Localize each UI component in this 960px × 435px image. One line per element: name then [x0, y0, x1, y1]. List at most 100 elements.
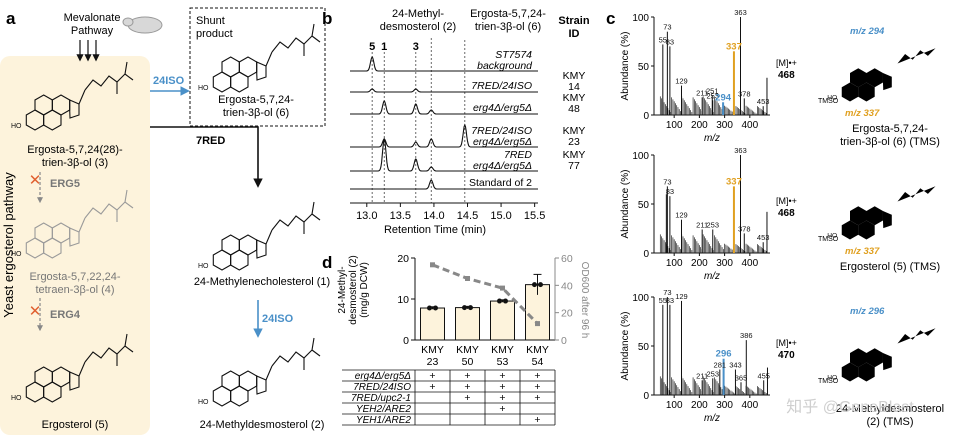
d-dot-b-3 [538, 282, 543, 288]
c-peak-label-2-296: 296 [716, 349, 732, 360]
c-M-label-0: [M]•+ [776, 58, 797, 68]
b-tick-label-15.0: 15.0 [490, 210, 511, 222]
c-xtick-label-1-200: 200 [691, 258, 708, 269]
d-cat-a-1: KMY [456, 344, 479, 356]
structures-black: HO HO HO HO HO [11, 23, 321, 407]
c-caption-1-0: Ergosterol (5) (TMS) [840, 261, 940, 273]
c-ytick-label-1-50: 50 [638, 200, 650, 211]
svg-text:HO: HO [827, 375, 837, 382]
trace-5 [350, 179, 538, 190]
trace-3 [350, 123, 538, 148]
compound-3-label-2: trien-3β-ol (3) [42, 157, 108, 169]
d-ylabel-3: (mg/g DCW) [359, 262, 370, 318]
b-tick-label-14.5: 14.5 [457, 210, 478, 222]
c-xlabel-1: m/z [704, 271, 720, 282]
table-mark-0-0: + [429, 370, 435, 382]
d-y2label: OD600 after 96 h [579, 262, 590, 339]
table-mark-1-1: + [464, 381, 470, 393]
table-mark-0-3: + [534, 370, 540, 382]
svg-text:HO: HO [11, 251, 22, 258]
d-y2tick-label-60: 60 [561, 253, 573, 265]
c-M-label-2: [M]•+ [776, 338, 797, 348]
compound-6-label-1: Ergosta-5,7,24- [218, 94, 294, 106]
c-peak-label-0-378: 378 [738, 89, 751, 98]
c-peak-label-2-55: 55 [659, 296, 667, 305]
header-2-line2: desmosterol (2) [380, 21, 456, 33]
pathway-background [0, 56, 150, 435]
c-ylabel-1: Abundance (%) [620, 170, 631, 239]
mevalonate-arrows [76, 40, 100, 62]
svg-text:HO: HO [827, 95, 837, 102]
c-xtick-label-0-200: 200 [691, 120, 708, 131]
c-ytick-label-2-0: 0 [643, 391, 649, 402]
c-peak-label-0-453: 453 [757, 97, 770, 106]
structure-compound-4: HO [11, 189, 134, 259]
header-6-line2: trien-3β-ol (6) [475, 21, 541, 33]
strain-4-b: 77 [568, 160, 580, 172]
c-xtick-label-2-100: 100 [666, 400, 683, 411]
compound-2-label: 24-Methyldesmosterol (2) [200, 419, 325, 431]
c-xtick-label-1-400: 400 [741, 258, 758, 269]
strain-1-a: KMY [563, 70, 586, 82]
table-mark-2-2: + [499, 392, 505, 404]
panel-d-label: d [322, 253, 332, 272]
table-row-label-4: YEH1/ARE2 [356, 415, 411, 426]
d-dot-a-1 [462, 305, 467, 311]
erg4-label: ERG4 [50, 309, 81, 321]
watermark: 知乎 @GeneBlast [786, 398, 914, 416]
trace-label-2: erg4Δ/erg5Δ [473, 102, 532, 114]
d-od-point-1 [465, 276, 470, 281]
d-cat-a-2: KMY [491, 344, 514, 356]
c-peak-label-2-365: 365 [735, 373, 748, 382]
c-peak-label-2-73: 73 [663, 288, 671, 297]
trace-label-0-2: background [477, 60, 533, 72]
strain-4-a: KMY [563, 149, 586, 161]
c-M-value-0: 468 [778, 70, 795, 81]
header-6-line1: Ergosta-5,7,24- [470, 8, 546, 20]
c-peak-label-1-83: 83 [666, 187, 674, 196]
d-cat-b-1: 50 [462, 356, 474, 368]
24iso-label-bottom: 24ISO [262, 313, 294, 325]
d-ytick-label-20: 20 [397, 253, 409, 265]
7red-label: 7RED [196, 135, 225, 147]
c-caption-2-1: (2) (TMS) [866, 416, 913, 428]
table-mark-1-3: + [534, 381, 540, 393]
d-od-line [431, 263, 539, 325]
c-peak-label-1-73: 73 [663, 177, 671, 186]
c-ytick-label-1-0: 0 [643, 249, 649, 260]
chromatogram-chart: 5 1 3ST7574background7RED/24ISOKMY14erg4Δ/… [350, 38, 585, 222]
yeast-bud-icon [122, 17, 134, 27]
c-frag2-1: m/z 337 [845, 246, 880, 257]
b-xlabel: Retention Time (min) [384, 224, 486, 236]
d-od-point-2 [500, 285, 505, 291]
strain-1-b: 14 [568, 81, 580, 93]
trace-label-5: Standard of 2 [469, 177, 532, 189]
c-peak-label-0-211: 211 [696, 88, 708, 97]
c-caption-0-1: trien-3β-ol (6) (TMS) [840, 136, 940, 148]
table-mark-1-2: + [499, 381, 505, 393]
d-dot-b-2 [503, 298, 508, 304]
c-peak-label-0-129: 129 [675, 77, 688, 86]
d-y2tick-label-20: 20 [561, 308, 573, 320]
structure-compound-2: HO [198, 337, 321, 407]
trace-label-4-2: erg4Δ/erg5Δ [473, 160, 532, 172]
table-row-label-1: 7RED/24ISO [353, 382, 411, 393]
trace-label-3-2: erg4Δ/erg5Δ [473, 136, 532, 148]
c-ytick-label-2-100: 100 [632, 293, 649, 304]
d-cat-b-3: 54 [532, 356, 544, 368]
table-mark-1-0: + [429, 381, 435, 393]
structure-compound-1: HO [198, 201, 321, 271]
trace-4 [350, 136, 538, 172]
d-cat-b-0: 23 [427, 356, 439, 368]
structure-compound-6: HO [198, 23, 321, 93]
table-mark-0-1: + [464, 370, 470, 382]
c-peak-label-0-337: 337 [726, 41, 742, 52]
svg-text:HO: HO [198, 263, 209, 270]
compound-3-label-1: Ergosta-5,7,24(28)- [27, 144, 123, 156]
c-xtick-label-0-400: 400 [741, 120, 758, 131]
mevalonate-label-1: Mevalonate [64, 12, 121, 24]
c-M-value-2: 470 [778, 350, 795, 361]
c-xtick-label-1-100: 100 [666, 258, 683, 269]
d-dot-b-1 [468, 305, 473, 311]
